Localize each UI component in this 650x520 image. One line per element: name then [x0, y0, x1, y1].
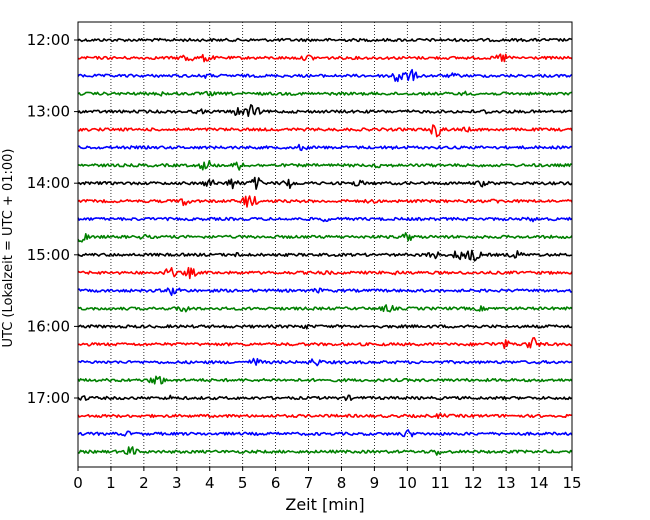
trace-1730	[77, 429, 573, 438]
trace-1445	[77, 232, 573, 243]
vertical-gridlines	[110, 22, 540, 467]
trace-1615	[77, 337, 573, 350]
trace-1415	[77, 195, 573, 208]
y-tick-label: 15:00	[27, 246, 70, 264]
x-tick-label: 2	[139, 474, 149, 492]
x-tick-label: 9	[370, 474, 380, 492]
x-tick-label: 8	[337, 474, 347, 492]
x-tick-label: 3	[172, 474, 182, 492]
trace-1400	[77, 176, 573, 190]
trace-1300	[77, 104, 573, 117]
x-tick-label: 7	[304, 474, 314, 492]
y-axis-ticks: 12:00 13:00 14:00 15:00 16:00 17:00	[27, 31, 78, 407]
x-tick-label: 10	[398, 474, 417, 492]
trace-1630	[77, 357, 573, 367]
trace-1545	[77, 304, 573, 313]
y-tick-label: 13:00	[27, 103, 70, 121]
trace-1245	[77, 90, 573, 97]
trace-1345	[77, 160, 573, 171]
trace-1715	[77, 413, 573, 420]
trace-1430	[77, 216, 573, 223]
trace-1600	[77, 323, 573, 330]
x-axis-label: Zeit [min]	[285, 495, 364, 514]
x-tick-label: 13	[497, 474, 516, 492]
y-tick-label: 17:00	[27, 389, 70, 407]
trace-1645	[77, 375, 573, 385]
x-tick-label: 1	[106, 474, 116, 492]
y-tick-label: 12:00	[27, 31, 70, 49]
x-tick-label: 12	[464, 474, 483, 492]
trace-1745	[77, 446, 573, 456]
trace-1200	[77, 37, 573, 43]
x-tick-label: 6	[271, 474, 281, 492]
y-axis-label: UTC (Lokalzeit = UTC + 01:00)	[1, 149, 16, 348]
x-axis-ticks: 0 1 2 3 4 5 6 7 8 9 10 11 12 13 14 15	[73, 467, 582, 492]
x-tick-label: 0	[73, 474, 83, 492]
trace-1515	[77, 266, 573, 280]
seismic-traces	[77, 37, 573, 456]
x-tick-label: 15	[562, 474, 581, 492]
trace-1215	[77, 53, 573, 63]
x-tick-label: 11	[431, 474, 450, 492]
y-tick-label: 14:00	[27, 174, 70, 192]
plot-frame	[77, 21, 573, 468]
trace-1330	[77, 143, 573, 152]
trace-1230	[77, 68, 573, 83]
trace-1315	[77, 124, 573, 138]
trace-1500	[77, 249, 573, 262]
y-tick-label: 16:00	[27, 317, 70, 335]
x-tick-label: 14	[530, 474, 549, 492]
x-tick-label: 5	[238, 474, 248, 492]
trace-1530	[77, 287, 573, 297]
trace-1700	[77, 394, 573, 402]
x-tick-label: 4	[205, 474, 215, 492]
